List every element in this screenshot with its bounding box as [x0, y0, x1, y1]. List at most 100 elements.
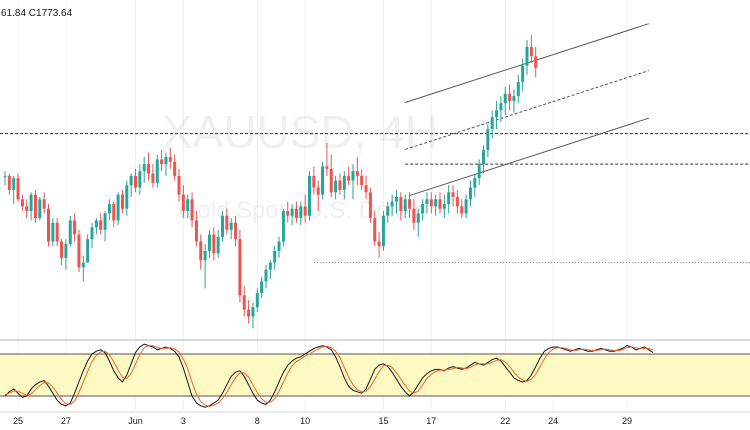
- candle: [334, 175, 338, 200]
- candle-body: [168, 157, 172, 162]
- candle: [395, 189, 398, 214]
- candle-body: [68, 220, 72, 244]
- candle: [216, 229, 220, 258]
- candle-body: [238, 239, 242, 296]
- candle-body: [16, 178, 20, 200]
- candle: [47, 204, 50, 247]
- candle: [486, 124, 490, 158]
- candle-body: [90, 227, 94, 240]
- candles: [3, 35, 538, 329]
- candle-body: [508, 93, 512, 101]
- time-tick-label: 8: [255, 416, 260, 426]
- candle: [177, 168, 181, 202]
- candle-body: [112, 204, 116, 221]
- candle-body: [455, 196, 459, 207]
- time-tick-label: 17: [426, 416, 436, 426]
- candle: [251, 302, 255, 329]
- horizontal-levels[interactable]: [0, 133, 750, 264]
- candle-body: [81, 262, 85, 268]
- candle: [290, 204, 294, 226]
- candle: [155, 154, 159, 188]
- candle: [534, 46, 538, 78]
- candle-body: [77, 234, 81, 268]
- candle: [142, 157, 146, 183]
- candle-body: [207, 234, 211, 251]
- candle-body: [321, 166, 325, 195]
- candle: [347, 166, 351, 186]
- candle-body: [503, 93, 507, 104]
- candle-body: [334, 180, 338, 193]
- candle-body: [116, 194, 120, 221]
- channel-lower-line[interactable]: [409, 117, 649, 197]
- candle-body: [373, 218, 377, 242]
- candle-body: [25, 206, 29, 212]
- candle-body: [20, 199, 24, 207]
- candle-body: [194, 220, 198, 242]
- candle: [416, 208, 420, 237]
- candle: [212, 227, 216, 261]
- candle-body: [199, 241, 203, 261]
- stoch-k-line: [4, 343, 654, 408]
- time-tick-label: 29: [622, 416, 632, 426]
- candle: [286, 201, 290, 223]
- candle-body: [486, 128, 490, 151]
- candle: [451, 185, 455, 207]
- candle: [25, 199, 29, 219]
- candle-body: [329, 168, 333, 193]
- candle-body: [151, 173, 155, 183]
- candle-body: [325, 166, 329, 169]
- candle: [516, 75, 520, 104]
- candle: [55, 218, 59, 247]
- candle-body: [347, 175, 351, 181]
- stoch-band-fill: [0, 354, 750, 396]
- candle-body: [107, 204, 111, 214]
- candle-body: [490, 117, 494, 129]
- candle: [338, 173, 342, 195]
- candle: [64, 239, 68, 270]
- candle-body: [42, 199, 46, 209]
- candle: [386, 201, 390, 223]
- candle-body: [316, 187, 320, 195]
- candle-body: [129, 175, 133, 186]
- candle-body: [342, 175, 346, 190]
- time-tick-label: 3: [181, 416, 186, 426]
- candle: [134, 168, 137, 193]
- candle-body: [242, 295, 246, 310]
- candle-body: [138, 171, 142, 188]
- candle-body: [468, 187, 472, 200]
- candle: [207, 229, 211, 258]
- candle-body: [521, 65, 525, 83]
- candle: [312, 166, 316, 195]
- time-axis: 25 27 Jun 3 8 10 15 17 22 24 29: [13, 416, 632, 426]
- candle-body: [351, 171, 355, 181]
- candle-body: [525, 46, 529, 66]
- channel-mid-line[interactable]: [405, 70, 649, 150]
- candle-body: [264, 269, 268, 282]
- candle: [373, 211, 377, 247]
- ohlc-readout: 61.84 C1773.64: [1, 8, 73, 19]
- candle-body: [33, 194, 37, 219]
- stoch-d-line: [4, 345, 654, 408]
- candle-body: [286, 211, 290, 216]
- candle-body: [255, 293, 259, 308]
- candle-body: [247, 309, 251, 317]
- time-tick-label: 10: [300, 416, 310, 426]
- candle: [60, 239, 64, 265]
- time-tick-label: Jun: [128, 416, 143, 426]
- candle: [360, 168, 364, 190]
- candle: [90, 222, 94, 249]
- candle: [303, 194, 307, 223]
- candle-body: [425, 199, 429, 204]
- candle-body: [412, 208, 416, 223]
- stochastic-pane: [0, 343, 750, 408]
- candle: [477, 159, 481, 186]
- candle-body: [221, 215, 224, 237]
- candle-body: [73, 220, 77, 235]
- candle-body: [190, 199, 194, 221]
- candle: [499, 96, 503, 122]
- candle-body: [460, 206, 464, 214]
- candle-body: [234, 222, 238, 240]
- candle-body: [86, 239, 90, 263]
- candle: [42, 192, 46, 214]
